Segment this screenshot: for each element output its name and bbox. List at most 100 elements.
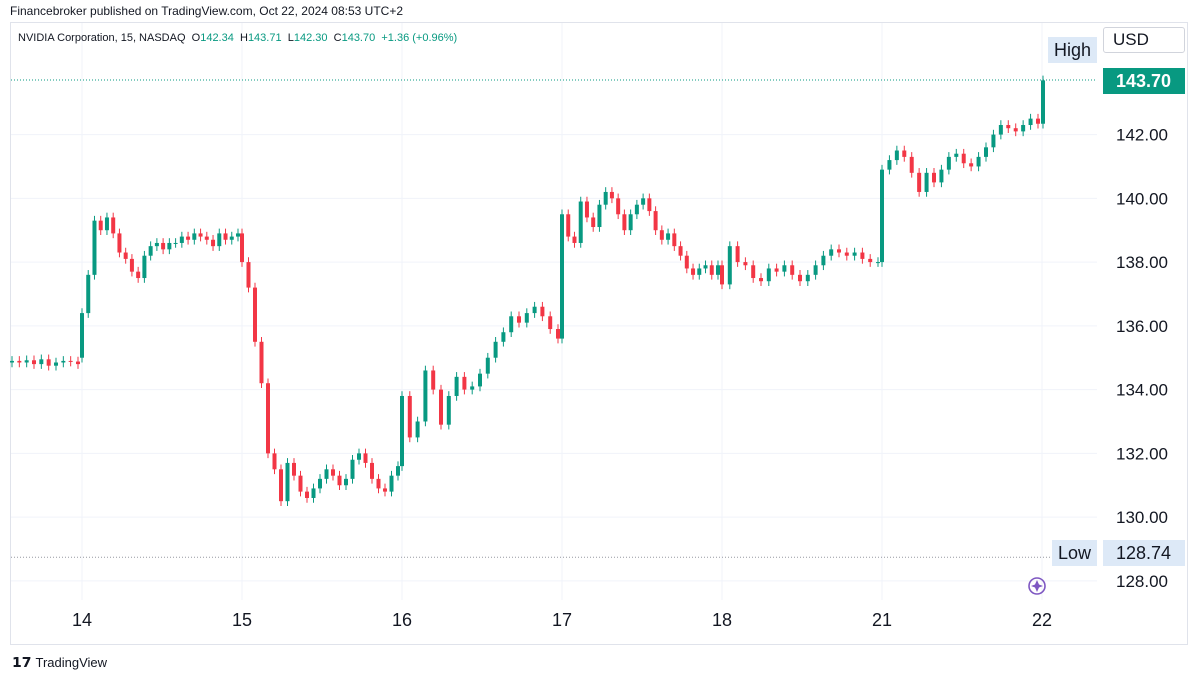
candle[interactable] [236, 228, 240, 242]
candle[interactable] [540, 301, 545, 322]
candle[interactable] [154, 238, 159, 251]
candle[interactable] [603, 187, 608, 210]
candle[interactable] [727, 241, 732, 290]
candle[interactable] [868, 254, 873, 267]
candle[interactable] [887, 155, 892, 175]
candle[interactable] [1006, 120, 1011, 133]
candle[interactable] [998, 120, 1003, 140]
candle[interactable] [61, 356, 66, 368]
candle[interactable] [691, 263, 696, 280]
candle[interactable] [272, 448, 277, 475]
candle[interactable] [76, 356, 80, 369]
candle[interactable] [984, 142, 988, 162]
candle[interactable] [844, 247, 849, 261]
candle[interactable] [961, 148, 966, 169]
candle[interactable] [751, 260, 756, 283]
candle[interactable] [672, 228, 677, 251]
candle[interactable] [517, 311, 521, 328]
candle[interactable] [142, 250, 147, 283]
candle[interactable] [357, 448, 361, 465]
candle[interactable] [396, 461, 400, 481]
candle[interactable] [92, 215, 97, 280]
candle[interactable] [684, 250, 689, 274]
candle[interactable] [253, 282, 257, 347]
candle[interactable] [292, 458, 296, 481]
candle[interactable] [782, 260, 787, 277]
candle[interactable] [10, 356, 14, 368]
candle[interactable] [634, 199, 639, 220]
candle[interactable] [566, 209, 571, 242]
candle[interactable] [39, 354, 44, 369]
candle[interactable] [909, 152, 914, 178]
candle[interactable] [24, 355, 29, 368]
candle[interactable] [173, 238, 178, 248]
candle[interactable] [584, 196, 589, 223]
candle[interactable] [1021, 120, 1026, 137]
candle[interactable] [46, 354, 51, 371]
candle[interactable] [407, 391, 412, 443]
candle[interactable] [532, 301, 537, 318]
candle[interactable] [932, 168, 936, 188]
candle[interactable] [805, 270, 810, 286]
candle[interactable] [148, 241, 153, 261]
candle[interactable] [370, 458, 374, 484]
candle[interactable] [363, 448, 368, 468]
candle[interactable] [501, 327, 506, 347]
candle[interactable] [129, 254, 134, 277]
candle[interactable] [344, 474, 348, 491]
candle[interactable] [798, 270, 802, 286]
candle[interactable] [666, 228, 671, 245]
candle[interactable] [991, 129, 996, 153]
candle[interactable] [1041, 75, 1045, 129]
candle[interactable] [837, 244, 841, 258]
candle[interactable] [524, 308, 529, 328]
candle[interactable] [298, 470, 303, 497]
candle[interactable] [597, 199, 602, 232]
candle[interactable] [774, 263, 779, 277]
candle[interactable] [894, 145, 899, 165]
candle[interactable] [813, 260, 818, 280]
candle[interactable] [123, 247, 128, 264]
candle[interactable] [68, 356, 73, 367]
currency-button[interactable]: USD [1103, 27, 1185, 53]
candle[interactable] [383, 483, 387, 497]
candle[interactable] [204, 231, 209, 245]
candle[interactable] [578, 196, 583, 248]
candle[interactable] [311, 483, 316, 503]
candle[interactable] [548, 311, 553, 334]
candle[interactable] [876, 257, 880, 267]
candle[interactable] [167, 238, 172, 255]
candle[interactable] [759, 273, 763, 286]
candle[interactable] [32, 355, 36, 369]
candle[interactable] [462, 372, 467, 395]
candle[interactable] [917, 168, 922, 197]
candle[interactable] [641, 193, 646, 210]
candle[interactable] [439, 384, 443, 430]
candle[interactable] [318, 474, 322, 494]
candle[interactable] [285, 458, 290, 506]
candle[interactable] [509, 311, 514, 338]
candle[interactable] [117, 228, 122, 258]
candle[interactable] [400, 391, 404, 471]
candle[interactable] [17, 356, 22, 368]
candle[interactable] [709, 260, 714, 280]
candle[interactable] [54, 357, 58, 371]
candle[interactable] [1013, 123, 1018, 137]
candle[interactable] [924, 168, 929, 197]
candle[interactable] [735, 241, 740, 267]
candle[interactable] [337, 470, 342, 491]
candle[interactable] [223, 228, 228, 245]
candle[interactable] [423, 365, 428, 427]
candle[interactable] [954, 148, 959, 162]
candle[interactable] [240, 228, 244, 267]
candle[interactable] [266, 378, 270, 459]
candle[interactable] [279, 464, 283, 506]
candle[interactable] [860, 247, 865, 264]
target-icon[interactable] [1028, 577, 1046, 595]
candle[interactable] [415, 416, 420, 443]
candle[interactable] [790, 260, 795, 280]
candle[interactable] [179, 231, 184, 248]
candle[interactable] [572, 231, 577, 248]
candle[interactable] [331, 464, 335, 481]
